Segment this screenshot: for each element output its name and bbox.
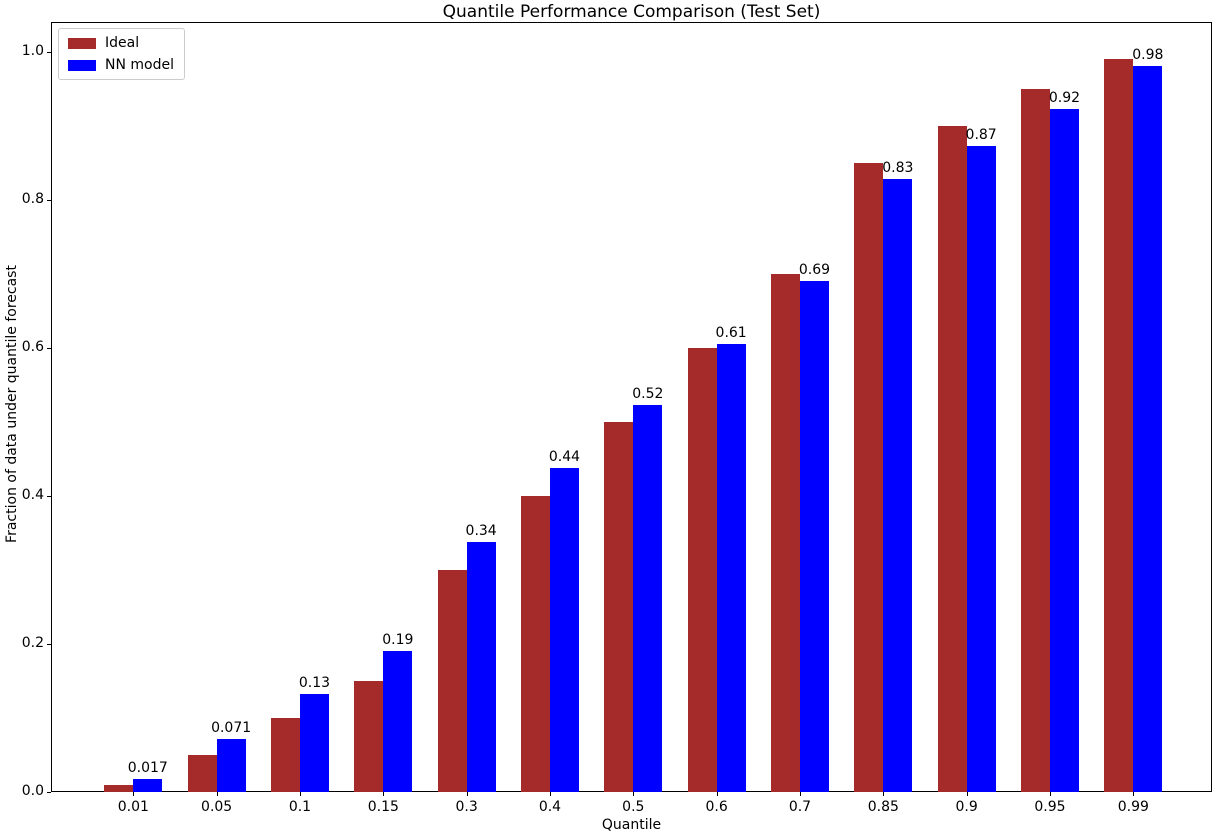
x-tick-mark bbox=[716, 792, 718, 796]
y-tick-mark bbox=[47, 347, 51, 349]
bar-ideal bbox=[354, 680, 384, 792]
bar-nn-model bbox=[216, 739, 246, 792]
legend-entry-nn-model: NN model bbox=[68, 57, 174, 73]
y-tick-label: 0.6 bbox=[21, 338, 44, 355]
bar-nn-model bbox=[299, 693, 329, 792]
y-tick-label: 0.0 bbox=[21, 783, 44, 799]
x-tick-label: 0.85 bbox=[867, 799, 899, 815]
bar-value-label: 0.071 bbox=[211, 720, 252, 737]
bar-value-label: 0.61 bbox=[715, 325, 747, 342]
x-tick-mark bbox=[549, 792, 551, 796]
bar-ideal bbox=[854, 162, 884, 792]
bar-nn-model bbox=[1133, 66, 1163, 792]
chart-title: Quantile Performance Comparison (Test Se… bbox=[442, 2, 821, 22]
bar-value-label: 0.92 bbox=[1048, 90, 1081, 107]
y-tick-mark bbox=[47, 495, 51, 497]
bar-ideal bbox=[1104, 59, 1134, 792]
x-tick-label: 0.7 bbox=[788, 799, 812, 815]
bar-ideal bbox=[937, 125, 967, 792]
y-tick-label: 0.4 bbox=[21, 486, 44, 503]
bar-ideal bbox=[1020, 88, 1050, 792]
bar-nn-model bbox=[799, 281, 829, 792]
x-tick-label: 0.99 bbox=[1117, 799, 1149, 815]
bar-ideal bbox=[187, 754, 217, 792]
y-tick-mark bbox=[47, 643, 51, 645]
bar-value-label: 0.34 bbox=[465, 523, 497, 540]
y-tick-mark bbox=[47, 792, 51, 793]
bar-ideal bbox=[270, 717, 300, 792]
x-tick-mark bbox=[466, 792, 468, 796]
bar-ideal bbox=[104, 784, 134, 792]
bar-nn-model bbox=[383, 651, 413, 792]
bar-value-label: 0.44 bbox=[548, 449, 581, 466]
bar-value-label: 0.87 bbox=[965, 126, 997, 143]
x-tick-mark bbox=[633, 792, 635, 796]
bar-value-label: 0.19 bbox=[382, 632, 414, 649]
bar-nn-model bbox=[466, 542, 496, 792]
bar-nn-model bbox=[716, 344, 746, 792]
bar-value-label: 0.98 bbox=[1132, 47, 1164, 64]
bar-value-label: 0.52 bbox=[632, 385, 664, 402]
y-axis-label: Fraction of data under quantile forecast bbox=[4, 265, 20, 543]
x-tick-label: 0.3 bbox=[455, 799, 478, 815]
y-tick-mark bbox=[47, 199, 51, 201]
legend: Ideal NN model bbox=[58, 28, 185, 80]
y-tick-mark bbox=[47, 51, 51, 53]
legend-label-nn-model: NN model bbox=[105, 57, 174, 73]
bar-ideal bbox=[770, 273, 800, 792]
x-tick-label: 0.4 bbox=[538, 799, 562, 815]
x-tick-mark bbox=[133, 792, 135, 796]
bar-nn-model bbox=[633, 404, 663, 792]
x-tick-label: 0.9 bbox=[955, 799, 978, 815]
x-tick-mark bbox=[299, 792, 301, 796]
x-tick-label: 0.01 bbox=[117, 799, 149, 815]
bar-nn-model bbox=[966, 145, 996, 792]
x-tick-mark bbox=[1133, 792, 1135, 796]
x-tick-mark bbox=[1049, 792, 1051, 796]
bar-ideal bbox=[604, 421, 634, 792]
x-tick-mark bbox=[883, 792, 885, 796]
bar-ideal bbox=[437, 569, 467, 792]
x-axis-label: Quantile bbox=[601, 817, 662, 833]
x-tick-label: 0.6 bbox=[705, 799, 728, 815]
bar-ideal bbox=[687, 347, 717, 792]
bar-nn-model bbox=[883, 178, 913, 792]
x-tick-mark bbox=[216, 792, 218, 796]
bar-value-label: 0.017 bbox=[127, 760, 168, 777]
legend-entry-ideal: Ideal bbox=[68, 35, 174, 51]
bar-nn-model bbox=[1049, 109, 1079, 792]
x-tick-label: 0.5 bbox=[622, 799, 645, 815]
bar-nn-model bbox=[133, 779, 163, 792]
legend-swatch-nn-model bbox=[68, 59, 96, 71]
legend-swatch-ideal bbox=[68, 37, 96, 49]
bar-value-label: 0.13 bbox=[298, 674, 331, 691]
bar-value-label: 0.83 bbox=[882, 159, 914, 176]
bar-value-label: 0.69 bbox=[798, 262, 831, 279]
x-tick-mark bbox=[966, 792, 968, 796]
x-tick-label: 0.05 bbox=[201, 799, 233, 815]
x-tick-mark bbox=[383, 792, 385, 796]
x-tick-label: 0.1 bbox=[288, 799, 312, 815]
x-tick-label: 0.15 bbox=[367, 799, 399, 815]
y-tick-label: 0.8 bbox=[21, 190, 44, 207]
x-tick-label: 0.95 bbox=[1034, 799, 1066, 815]
x-tick-mark bbox=[799, 792, 801, 796]
legend-label-ideal: Ideal bbox=[105, 35, 140, 51]
bar-nn-model bbox=[549, 468, 579, 792]
y-tick-label: 1.0 bbox=[21, 42, 44, 59]
bar-ideal bbox=[520, 495, 550, 792]
y-tick-label: 0.2 bbox=[21, 634, 44, 651]
